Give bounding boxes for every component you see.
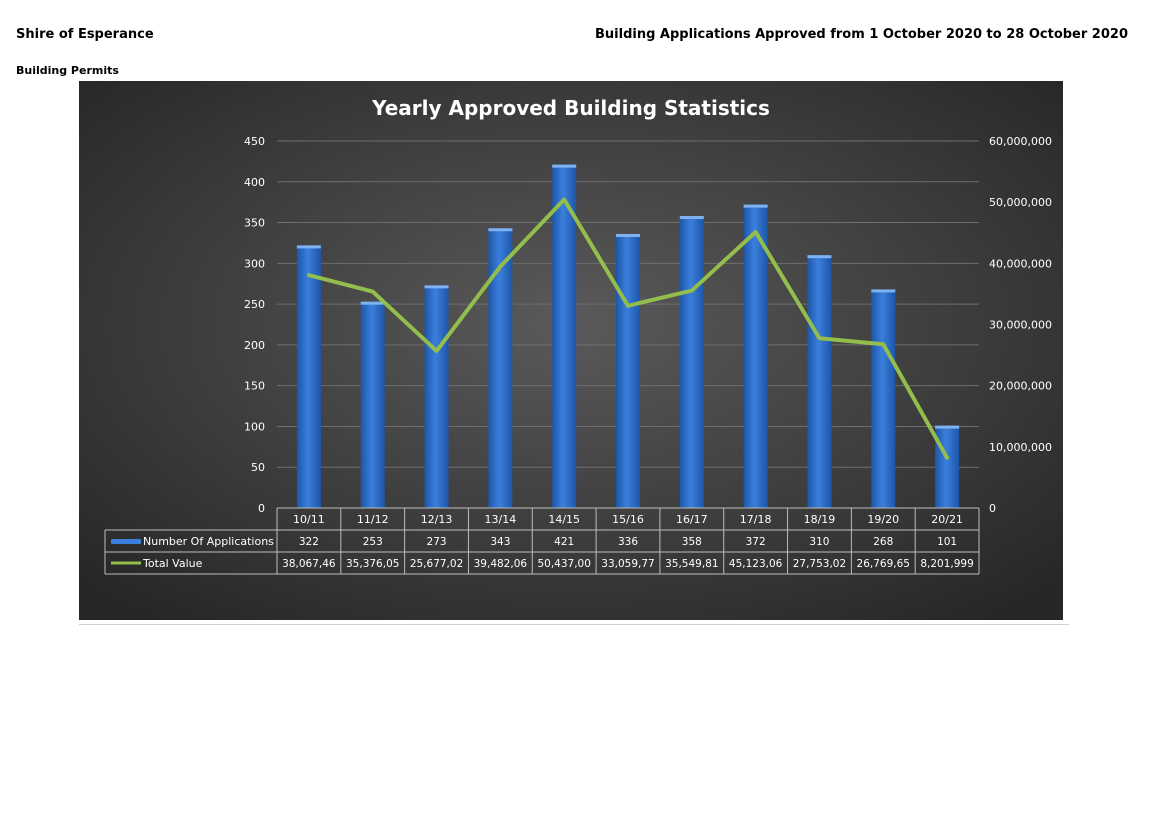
data-table-value: 273 [427, 536, 447, 548]
data-table-value: 101 [937, 536, 957, 548]
data-table-value: 35,376,05 [346, 558, 399, 570]
category-label: 11/12 [357, 513, 389, 526]
data-table-value: 343 [490, 536, 510, 548]
data-table-value: 336 [618, 536, 638, 548]
bar-18-19 [807, 255, 832, 508]
left-axis-tick-label: 100 [244, 420, 265, 433]
right-axis-tick-label: 10,000,000 [989, 441, 1052, 454]
left-axis-tick-label: 50 [251, 461, 265, 474]
bar-cap [871, 289, 896, 293]
bar-cap [807, 255, 832, 259]
bar-cap [743, 204, 768, 208]
category-label: 15/16 [612, 513, 644, 526]
left-axis-tick-label: 150 [244, 380, 265, 393]
right-axis-tick-label: 20,000,000 [989, 380, 1052, 393]
data-table-value: 26,769,65 [857, 558, 910, 570]
category-label: 20/21 [931, 513, 963, 526]
data-table-value: 27,753,02 [793, 558, 846, 570]
data-table-value: 358 [682, 536, 702, 548]
section-heading: Building Permits [16, 64, 119, 77]
bar-cap [679, 216, 704, 220]
category-label: 14/15 [548, 513, 580, 526]
bar-cap [424, 285, 449, 289]
data-table-value: 253 [363, 536, 383, 548]
legend-series-name: Number Of Applications [143, 535, 274, 548]
bar-cap [616, 233, 640, 237]
bar-12-13 [424, 285, 449, 508]
organisation-name: Shire of Esperance [16, 27, 154, 42]
bar-19-20 [871, 289, 896, 508]
category-label: 10/11 [293, 513, 325, 526]
data-table-value: 8,201,999 [920, 558, 973, 570]
bar-cap [935, 425, 960, 429]
data-table-value: 39,482,06 [474, 558, 528, 570]
right-axis-tick-label: 50,000,000 [989, 196, 1052, 209]
category-label: 12/13 [421, 513, 453, 526]
data-table-value: 310 [809, 536, 829, 548]
category-label: 18/19 [804, 513, 836, 526]
bar-10-11 [296, 245, 321, 508]
bar-16-17 [679, 216, 704, 508]
category-label: 13/14 [485, 513, 517, 526]
bar-cap [552, 164, 577, 168]
chart-panel: Yearly Approved Building Statistics 0 50 1… [79, 81, 1063, 620]
right-axis-tick-label: 40,000,000 [989, 257, 1052, 270]
category-label: 17/18 [740, 513, 772, 526]
data-table-value: 45,123,06 [729, 558, 783, 570]
category-label: 19/20 [867, 513, 899, 526]
data-table-value: 35,549,81 [665, 558, 718, 570]
legend-key-bar [111, 539, 141, 544]
left-axis-tick-label: 350 [244, 217, 265, 230]
data-table-value: 268 [873, 536, 893, 548]
data-table-value: 50,437,00 [537, 558, 590, 570]
right-axis-tick-label: 30,000,000 [989, 319, 1052, 332]
data-table-value: 372 [746, 536, 766, 548]
left-axis-tick-label: 400 [244, 176, 265, 189]
right-axis-tick-label: 60,000,000 [989, 135, 1052, 148]
bar-13-14 [488, 228, 513, 508]
data-table-value: 25,677,02 [410, 558, 463, 570]
left-axis-tick-label: 300 [244, 257, 265, 270]
statistics-chart: Yearly Approved Building Statistics 0 50 1… [79, 81, 1063, 620]
legend-series-name: Total Value [142, 557, 203, 570]
right-axis-tick-label: 0 [989, 502, 996, 515]
bar-cap [296, 245, 321, 249]
bar-11-12 [360, 301, 385, 508]
bar-20-21 [935, 425, 960, 508]
left-axis-tick-label: 200 [244, 339, 265, 352]
bar-14-15 [552, 164, 577, 508]
bar-cap [488, 228, 513, 232]
page-divider [79, 624, 1069, 625]
data-table-value: 33,059,77 [601, 558, 654, 570]
category-label: 16/17 [676, 513, 708, 526]
left-axis-tick-label: 250 [244, 298, 265, 311]
bar-15-16 [616, 233, 640, 508]
data-table-value: 38,067,46 [282, 558, 336, 570]
data-table-value: 322 [299, 536, 319, 548]
bar-cap [360, 301, 385, 305]
left-axis-tick-label: 450 [244, 135, 265, 148]
chart-title: Yearly Approved Building Statistics [371, 96, 770, 120]
data-table-value: 421 [554, 536, 574, 548]
bar-17-18 [743, 204, 768, 508]
report-title: Building Applications Approved from 1 Oc… [595, 27, 1128, 42]
left-axis-tick-label: 0 [258, 502, 265, 515]
